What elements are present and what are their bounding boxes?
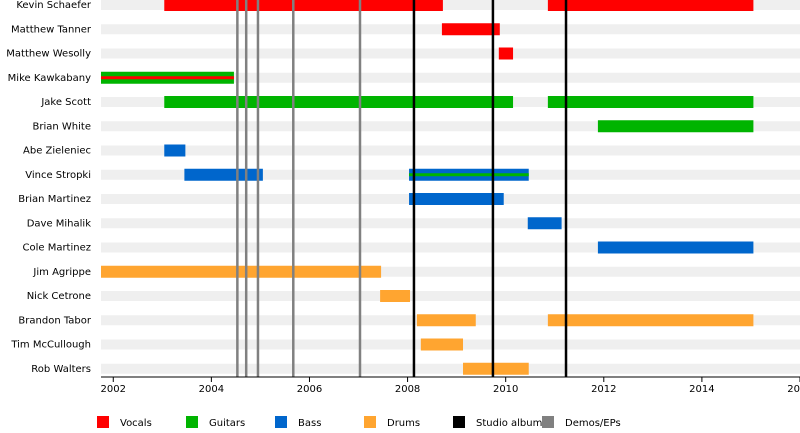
row-label: Vince Stropki (25, 170, 91, 181)
row-stripe (101, 72, 800, 83)
row-label: Rob Walters (31, 364, 91, 375)
x-tick-label: 2010 (493, 384, 518, 395)
x-tick-label: 2016 (787, 384, 800, 395)
bar (164, 144, 186, 157)
row-label: Abe Zieleniec (23, 146, 91, 157)
bar (597, 241, 754, 254)
row-stripe (101, 48, 800, 59)
legend-swatch (97, 416, 109, 428)
x-tick-label: 2008 (395, 384, 420, 395)
row-stripe (101, 266, 800, 277)
row-label: Dave Mihalik (27, 218, 92, 229)
bar (441, 23, 500, 36)
row-label: Brandon Tabor (18, 315, 91, 326)
legend-label: Bass (298, 418, 321, 429)
row-label: Cole Martinez (22, 243, 91, 254)
legend-swatch (186, 416, 198, 428)
row-label: Kevin Schaefer (16, 0, 92, 11)
bar (101, 265, 382, 278)
bar (101, 76, 234, 80)
bar (409, 173, 529, 177)
legend-swatch (364, 416, 376, 428)
x-tick-label: 2014 (689, 384, 714, 395)
row-stripe (101, 291, 800, 301)
legend-label: Drums (387, 418, 420, 429)
x-tick-label: 2002 (101, 384, 126, 395)
legend-swatch (542, 416, 554, 428)
row-stripe (101, 242, 800, 253)
bar (547, 0, 754, 11)
x-tick-label: 2012 (591, 384, 616, 395)
bar (164, 0, 443, 11)
bar (184, 168, 263, 181)
bar (547, 96, 754, 108)
row-stripe (101, 0, 800, 10)
bar (463, 362, 529, 375)
bar (416, 314, 476, 327)
row-label: Brian Martinez (18, 194, 91, 205)
bar (547, 314, 754, 327)
row-label: Jim Agrippe (32, 267, 91, 278)
row-label: Matthew Tanner (11, 24, 92, 35)
x-tick-label: 2006 (297, 384, 322, 395)
legend-label: Demos/EPs (565, 418, 621, 429)
bar (380, 290, 411, 302)
legend-label: Vocals (120, 418, 152, 429)
row-stripe (101, 218, 800, 229)
row-stripe (101, 363, 800, 374)
legend-label: Guitars (209, 418, 245, 429)
row-label: Matthew Wesolly (6, 49, 91, 60)
row-label: Jake Scott (40, 97, 91, 108)
bar (597, 120, 754, 133)
legend-label: Studio albums (476, 418, 548, 429)
row-stripe (101, 145, 800, 156)
row-label: Mike Kawkabany (8, 73, 91, 84)
x-tick-label: 2004 (199, 384, 224, 395)
legend-swatch (275, 416, 287, 428)
bar (498, 47, 514, 60)
legend-swatch (453, 416, 465, 428)
row-stripe (101, 121, 800, 132)
bar (527, 217, 562, 230)
row-label: Tim McCullough (10, 340, 91, 351)
bar (420, 338, 464, 351)
row-label: Nick Cetrone (27, 291, 91, 302)
bar (164, 96, 514, 108)
bar (409, 193, 504, 205)
row-label: Brian White (33, 121, 91, 132)
